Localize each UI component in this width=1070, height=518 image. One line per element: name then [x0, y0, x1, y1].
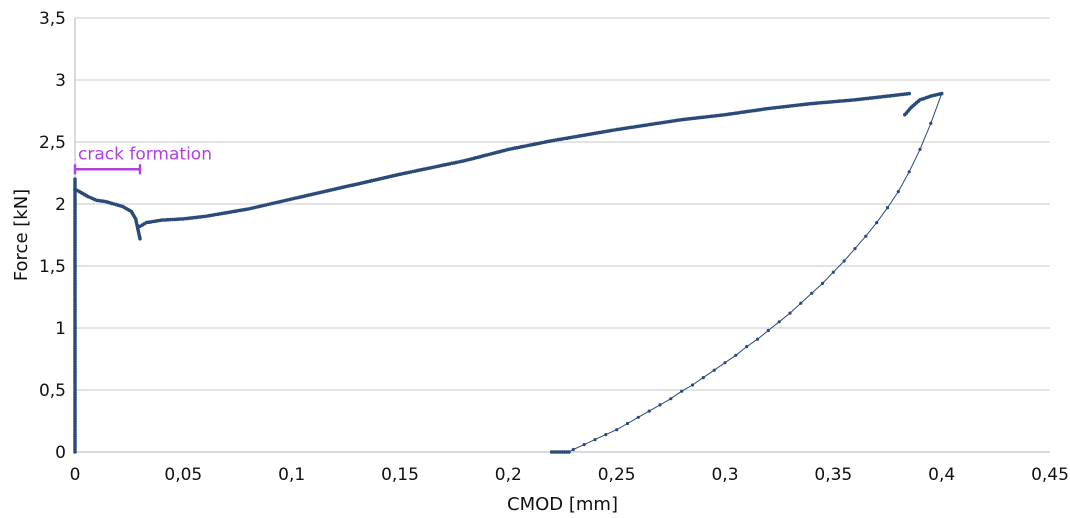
data-point	[810, 291, 814, 295]
x-tick-label: 0,3	[711, 465, 738, 485]
axes	[74, 18, 1050, 453]
data-point	[918, 147, 922, 151]
data-series	[73, 91, 944, 454]
series-line	[568, 93, 943, 453]
y-tick-label: 3	[55, 71, 66, 91]
y-tick-label: 3,5	[39, 9, 66, 29]
data-point	[723, 361, 727, 365]
y-tick-labels: 0 0,5 1 1,5 2 2,5 3 3,5	[39, 9, 66, 463]
y-tick-label: 1	[55, 319, 66, 339]
data-point	[755, 337, 760, 341]
x-tick-label: 0,35	[814, 465, 852, 485]
y-tick-label: 0	[55, 443, 66, 463]
data-point	[788, 311, 792, 315]
data-point	[896, 190, 900, 194]
data-point	[73, 177, 77, 181]
data-point	[615, 428, 619, 432]
data-point	[799, 301, 803, 305]
crack-formation-label: crack formation	[78, 144, 212, 164]
data-point	[842, 259, 846, 263]
data-point	[669, 397, 673, 401]
x-tick-label: 0,15	[381, 465, 419, 485]
x-axis-label: CMOD [mm]	[507, 494, 618, 515]
data-point	[625, 421, 630, 426]
data-point	[690, 383, 695, 387]
data-point	[734, 353, 738, 357]
y-tick-label: 1,5	[39, 257, 66, 277]
data-point	[907, 170, 911, 174]
data-point	[929, 121, 933, 125]
y-axis-label: Force [kN]	[11, 189, 32, 281]
data-point	[701, 376, 705, 380]
data-point	[636, 415, 640, 419]
data-point	[712, 368, 716, 372]
x-tick-labels: 0 0,05 0,1 0,15 0,2 0,25 0,3 0,35 0,4 0,45	[70, 465, 1069, 485]
data-point	[567, 450, 571, 454]
y-tick-label: 2,5	[39, 133, 66, 153]
data-point	[853, 247, 857, 251]
data-point	[604, 433, 608, 437]
data-point	[745, 345, 749, 349]
data-point	[593, 438, 597, 442]
data-point	[875, 221, 879, 225]
grid-lines	[75, 17, 1050, 391]
data-point	[940, 92, 944, 96]
y-tick-label: 2	[55, 195, 66, 215]
data-point	[658, 403, 662, 407]
crack-formation-annotation: crack formation	[73, 144, 212, 175]
x-tick-label: 0,1	[278, 465, 305, 485]
x-tick-label: 0,05	[164, 465, 202, 485]
x-tick-label: 0,4	[928, 465, 955, 485]
data-point	[571, 447, 575, 452]
data-point	[864, 234, 868, 238]
data-point	[885, 206, 890, 210]
series-0	[73, 91, 944, 454]
data-point	[766, 328, 770, 333]
x-tick-label: 0	[70, 465, 81, 485]
data-point	[582, 443, 586, 447]
x-tick-label: 0,25	[598, 465, 636, 485]
data-point	[777, 320, 781, 324]
data-point	[680, 389, 684, 393]
data-point	[831, 270, 835, 274]
y-tick-label: 0,5	[39, 381, 66, 401]
x-tick-label: 0,45	[1031, 465, 1069, 485]
series-1	[567, 92, 944, 454]
data-point	[820, 281, 825, 285]
data-point	[907, 91, 911, 96]
x-tick-label: 0,2	[495, 465, 522, 485]
data-point	[647, 409, 651, 413]
data-point	[138, 236, 142, 241]
